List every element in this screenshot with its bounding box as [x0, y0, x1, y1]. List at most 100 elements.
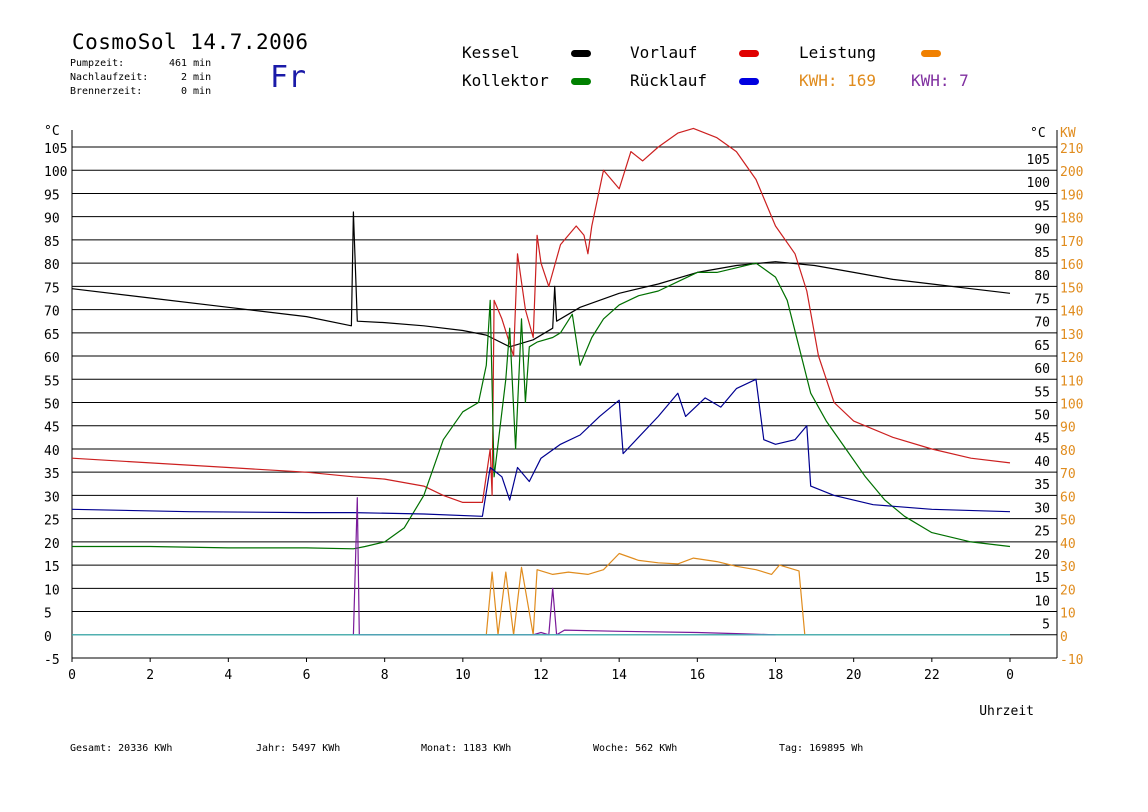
kw-tick-label: 30 [1060, 560, 1076, 575]
kwh-leistung: KWH: 169 [799, 71, 877, 90]
kw-tick-label: 100 [1060, 398, 1083, 413]
y-tick-label-right: 20 [1034, 548, 1050, 563]
kw-axis-unit: KW [1060, 126, 1076, 141]
y-tick-label-left: 80 [44, 258, 60, 273]
kw-tick-label: 170 [1060, 235, 1083, 250]
stat-pumpzeit-label: Pumpzeit: [70, 58, 125, 69]
y-tick-label-left: 0 [44, 630, 52, 645]
kw-tick-label: 180 [1060, 212, 1083, 227]
kw-tick-label: 10 [1060, 607, 1076, 622]
footer-woche: Woche: 562 KWh [593, 743, 678, 754]
y-tick-label-left: 75 [44, 281, 60, 296]
y-tick-label-right: 10 [1034, 594, 1050, 609]
y-tick-label-right: 45 [1034, 432, 1050, 447]
y-tick-label-left: 70 [44, 305, 60, 320]
x-tick-label: 12 [533, 668, 549, 683]
y-tick-label-left: 35 [44, 467, 60, 482]
y-tick-label-right: 60 [1034, 362, 1050, 377]
legend-swatch-kessel [571, 50, 591, 57]
y-tick-label-left: 20 [44, 537, 60, 552]
y-tick-label-left: 60 [44, 351, 60, 366]
y-tick-label-left: 50 [44, 398, 60, 413]
stat-nachlaufzeit-label: Nachlaufzeit: [70, 72, 149, 83]
stat-pumpzeit-value: 461 min [169, 58, 212, 69]
y-tick-label-right: 50 [1034, 409, 1050, 424]
x-tick-label: 0 [1006, 668, 1014, 683]
kw-tick-label: 150 [1060, 281, 1083, 296]
series-line-leistung [485, 552, 806, 636]
x-tick-label: 8 [381, 668, 389, 683]
y-tick-label-right: 55 [1034, 385, 1050, 400]
x-tick-label: 10 [455, 668, 471, 683]
y-tick-label-left: 55 [44, 374, 60, 389]
y-tick-label-right: 75 [1034, 292, 1050, 307]
y-tick-label-right: 5 [1042, 618, 1050, 633]
legend-label-kollektor: Kollektor [462, 71, 549, 90]
y-tick-label-right: 100 [1027, 176, 1050, 191]
footer-gesamt: Gesamt: 20336 KWh [70, 743, 173, 754]
stat-brennerzeit-label: Brennerzeit: [70, 86, 143, 97]
chart-title: CosmoSol 14.7.2006 [72, 30, 309, 54]
y-tick-label-right: 90 [1034, 223, 1050, 238]
y-axis-unit-left: °C [44, 124, 60, 139]
kw-tick-label: 60 [1060, 490, 1076, 505]
kw-tick-label: 160 [1060, 258, 1083, 273]
y-tick-label-right: 85 [1034, 246, 1050, 261]
kw-tick-label: -10 [1060, 653, 1083, 668]
y-tick-label-left: 95 [44, 188, 60, 203]
y-tick-label-right: 95 [1034, 199, 1050, 214]
kw-tick-label: 80 [1060, 444, 1076, 459]
y-tick-label-left: 40 [44, 444, 60, 459]
stat-nachlaufzeit-value: 2 min [181, 72, 212, 83]
x-tick-label: 16 [690, 668, 706, 683]
legend-label-ruecklauf: Rücklauf [630, 71, 708, 90]
kw-tick-label: 90 [1060, 421, 1076, 436]
y-tick-label-right: 25 [1034, 525, 1050, 540]
y-tick-label-right: 70 [1034, 316, 1050, 331]
x-tick-label: 0 [68, 668, 76, 683]
y-tick-label-left: 25 [44, 514, 60, 529]
series-line-vorlauf [71, 127, 1011, 503]
x-tick-label: 18 [768, 668, 784, 683]
x-tick-label: 6 [303, 668, 311, 683]
legend-label-vorlauf: Vorlauf [630, 43, 698, 62]
y-tick-label-left: 105 [44, 142, 67, 157]
y-tick-label-right: 35 [1034, 478, 1050, 493]
x-tick-label: 4 [224, 668, 232, 683]
footer-monat: Monat: 1183 KWh [421, 743, 512, 754]
y-tick-label-left: 15 [44, 560, 60, 575]
x-tick-label: 14 [611, 668, 627, 683]
x-tick-label: 20 [846, 668, 862, 683]
kw-tick-label: 70 [1060, 467, 1076, 482]
legend-label-leistung: Leistung [799, 43, 877, 62]
kw-tick-label: 110 [1060, 374, 1083, 389]
y-tick-label-left: 5 [44, 607, 52, 622]
legend-swatch-ruecklauf [739, 78, 759, 85]
x-axis-label: Uhrzeit [979, 704, 1034, 719]
y-tick-label-right: 105 [1027, 153, 1050, 168]
y-tick-label-left: 45 [44, 421, 60, 436]
kw-tick-label: 120 [1060, 351, 1083, 366]
y-tick-label-right: 40 [1034, 455, 1050, 470]
kw-tick-label: 210 [1060, 142, 1083, 157]
legend-swatch-kollektor [571, 78, 591, 85]
y-tick-label-left: 85 [44, 235, 60, 250]
kw-tick-label: 50 [1060, 514, 1076, 529]
y-tick-label-left: 30 [44, 490, 60, 505]
y-tick-label-right: 30 [1034, 501, 1050, 516]
series-line-kollektor [72, 262, 1011, 550]
legend-swatch-leistung [921, 50, 941, 57]
y-tick-label-right: 65 [1034, 339, 1050, 354]
series-line-r-cklauf [71, 378, 1011, 517]
kw-tick-label: 190 [1060, 188, 1083, 203]
kw-tick-label: 40 [1060, 537, 1076, 552]
kw-tick-label: 130 [1060, 328, 1083, 343]
y-axis-unit-right: °C [1030, 126, 1046, 141]
series-line-kessel [71, 211, 1011, 348]
footer-tag: Tag: 169895 Wh [779, 743, 864, 754]
day-label: Fr [270, 60, 307, 95]
kwh-leistung-2: KWH: 7 [911, 71, 969, 90]
legend-swatch-vorlauf [739, 50, 759, 57]
kw-tick-label: 0 [1060, 630, 1068, 645]
